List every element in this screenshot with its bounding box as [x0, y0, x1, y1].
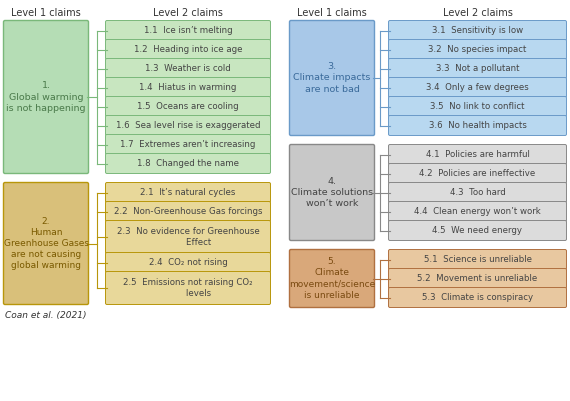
Text: 4.2  Policies are ineffective: 4.2 Policies are ineffective — [420, 169, 536, 178]
Text: 1.2  Heading into ice age: 1.2 Heading into ice age — [134, 45, 242, 54]
Text: 5.1  Science is unreliable: 5.1 Science is unreliable — [424, 255, 531, 264]
FancyBboxPatch shape — [290, 249, 374, 308]
Text: 4.4  Clean energy won’t work: 4.4 Clean energy won’t work — [414, 207, 541, 216]
Text: 4.3  Too hard: 4.3 Too hard — [450, 188, 506, 197]
FancyBboxPatch shape — [389, 77, 567, 97]
Text: 2.1  It’s natural cycles: 2.1 It’s natural cycles — [140, 188, 235, 197]
FancyBboxPatch shape — [105, 20, 271, 41]
FancyBboxPatch shape — [389, 115, 567, 136]
FancyBboxPatch shape — [389, 182, 567, 203]
FancyBboxPatch shape — [3, 20, 88, 174]
Text: 3.6  No health impacts: 3.6 No health impacts — [429, 121, 527, 130]
Text: 1.8  Changed the name: 1.8 Changed the name — [137, 159, 239, 168]
FancyBboxPatch shape — [105, 253, 271, 273]
Text: 3.
Climate impacts
are not bad: 3. Climate impacts are not bad — [294, 63, 370, 93]
FancyBboxPatch shape — [105, 134, 271, 154]
FancyBboxPatch shape — [105, 154, 271, 174]
FancyBboxPatch shape — [105, 115, 271, 136]
Text: Level 2 claims: Level 2 claims — [153, 8, 223, 18]
Text: 5.3  Climate is conspiracy: 5.3 Climate is conspiracy — [422, 293, 533, 302]
Text: 3.1  Sensitivity is low: 3.1 Sensitivity is low — [432, 26, 523, 35]
Text: 4.1  Policies are harmful: 4.1 Policies are harmful — [426, 150, 530, 159]
Text: 2.2  Non-Greenhouse Gas forcings: 2.2 Non-Greenhouse Gas forcings — [114, 207, 262, 216]
Text: 4.5  We need energy: 4.5 We need energy — [433, 226, 523, 235]
FancyBboxPatch shape — [290, 20, 374, 136]
Text: 3.4  Only a few degrees: 3.4 Only a few degrees — [426, 83, 529, 92]
Text: 5.2  Movement is unreliable: 5.2 Movement is unreliable — [417, 274, 538, 283]
FancyBboxPatch shape — [389, 20, 567, 41]
Text: 1.6  Sea level rise is exaggerated: 1.6 Sea level rise is exaggerated — [116, 121, 260, 130]
Text: Level 1 claims: Level 1 claims — [297, 8, 367, 18]
FancyBboxPatch shape — [389, 269, 567, 288]
FancyBboxPatch shape — [389, 164, 567, 184]
FancyBboxPatch shape — [105, 221, 271, 253]
Text: 2.4  CO₂ not rising: 2.4 CO₂ not rising — [149, 258, 227, 267]
FancyBboxPatch shape — [389, 144, 567, 164]
Text: Level 1 claims: Level 1 claims — [11, 8, 81, 18]
Text: 1.1  Ice isn’t melting: 1.1 Ice isn’t melting — [144, 26, 233, 35]
FancyBboxPatch shape — [389, 201, 567, 221]
Text: 3.5  No link to conflict: 3.5 No link to conflict — [430, 102, 525, 111]
FancyBboxPatch shape — [389, 97, 567, 117]
FancyBboxPatch shape — [105, 97, 271, 117]
Text: 2.5  Emissions not raising CO₂
        levels: 2.5 Emissions not raising CO₂ levels — [123, 278, 253, 298]
FancyBboxPatch shape — [105, 182, 271, 203]
FancyBboxPatch shape — [389, 288, 567, 308]
FancyBboxPatch shape — [389, 221, 567, 241]
Text: 1.
Global warming
is not happening: 1. Global warming is not happening — [6, 81, 85, 113]
Text: 1.4  Hiatus in warming: 1.4 Hiatus in warming — [139, 83, 237, 92]
Text: 3.2  No species impact: 3.2 No species impact — [428, 45, 527, 54]
Text: 1.5  Oceans are cooling: 1.5 Oceans are cooling — [137, 102, 239, 111]
Text: Coan et al. (2021): Coan et al. (2021) — [5, 311, 87, 320]
Text: 5.
Climate
movement/science
is unreliable: 5. Climate movement/science is unreliabl… — [289, 257, 375, 300]
FancyBboxPatch shape — [105, 271, 271, 304]
Text: 2.3  No evidence for Greenhouse
        Effect: 2.3 No evidence for Greenhouse Effect — [117, 227, 259, 247]
Text: 4.
Climate solutions
won’t work: 4. Climate solutions won’t work — [291, 177, 373, 208]
FancyBboxPatch shape — [389, 59, 567, 79]
FancyBboxPatch shape — [3, 182, 88, 304]
FancyBboxPatch shape — [290, 144, 374, 241]
FancyBboxPatch shape — [105, 201, 271, 221]
FancyBboxPatch shape — [105, 77, 271, 97]
FancyBboxPatch shape — [105, 59, 271, 79]
FancyBboxPatch shape — [389, 40, 567, 59]
Text: 1.7  Extremes aren’t increasing: 1.7 Extremes aren’t increasing — [120, 140, 256, 149]
FancyBboxPatch shape — [389, 249, 567, 269]
Text: Level 2 claims: Level 2 claims — [442, 8, 512, 18]
Text: 2.
Human
Greenhouse Gases
are not causing
global warming: 2. Human Greenhouse Gases are not causin… — [3, 217, 88, 270]
Text: 3.3  Not a pollutant: 3.3 Not a pollutant — [435, 64, 519, 73]
FancyBboxPatch shape — [105, 40, 271, 59]
Text: 1.3  Weather is cold: 1.3 Weather is cold — [145, 64, 231, 73]
